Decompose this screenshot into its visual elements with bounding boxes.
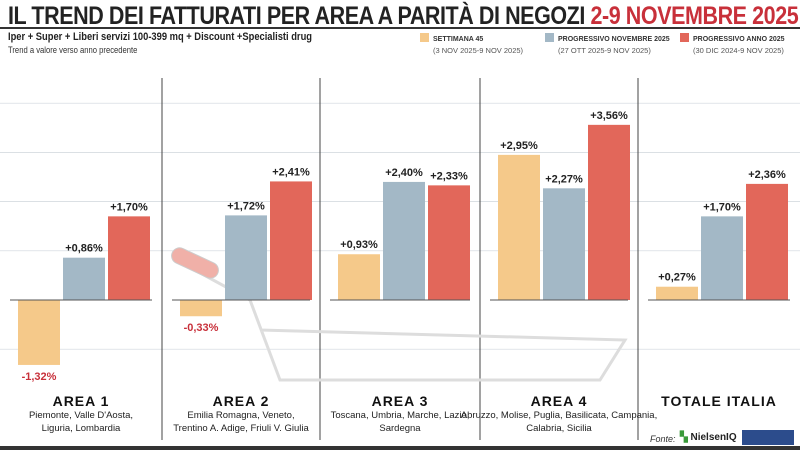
publisher-logo: [742, 430, 794, 445]
data-label: +1,72%: [227, 200, 265, 212]
page-title: IL TREND DEI FATTURATI PER AREA A PARITÀ…: [8, 2, 799, 30]
subtitle: Iper + Super + Liberi servizi 100-399 mq…: [8, 31, 312, 43]
legend-item-anno: PROGRESSIVO ANNO 2025 (30 DIC 2024-9 NOV …: [680, 33, 785, 55]
cart-handle-icon: [171, 247, 219, 279]
region-label: Trentino A. Adige, Friuli V. Giulia: [173, 423, 309, 434]
data-label: +3,56%: [590, 110, 628, 122]
bar-1-4: [498, 154, 540, 300]
region-label: Liguria, Lombardia: [42, 423, 121, 434]
bar-1-3: [338, 254, 380, 300]
data-label: +2,33%: [430, 170, 468, 182]
category-label: AREA 3: [372, 393, 429, 409]
data-label: +2,40%: [385, 167, 423, 179]
category-label: AREA 2: [213, 393, 270, 409]
region-label: Emilia Romagna, Veneto,: [187, 410, 294, 421]
category-label: AREA 1: [53, 393, 110, 409]
data-label: -1,32%: [22, 371, 57, 383]
note: Trend a valore verso anno precedente: [8, 45, 138, 55]
bar-1-1: [18, 300, 60, 365]
data-label: +0,93%: [340, 239, 378, 251]
data-label: +2,36%: [748, 169, 786, 181]
bar-2-3: [383, 181, 425, 300]
bar-1-5: [656, 286, 698, 300]
bar-3-5: [746, 183, 788, 300]
data-label: +1,70%: [703, 201, 741, 213]
legend-item-novembre: PROGRESSIVO NOVEMBRE 2025 (27 OTT 2025-9 …: [545, 33, 670, 55]
region-label: Calabria, Sicilia: [526, 423, 592, 434]
data-label: +2,95%: [500, 140, 538, 152]
source-label: Fonte:: [650, 434, 676, 444]
nielseniq-logo: ▚ NielsenIQ: [680, 432, 737, 443]
bar-2-5: [701, 216, 743, 300]
region-label: Piemonte, Valle D'Aosta,: [29, 410, 133, 421]
bar-2-2: [225, 215, 267, 300]
data-label: +2,27%: [545, 173, 583, 185]
legend-swatch: [545, 33, 554, 42]
legend-item-settimana: SETTIMANA 45 (3 NOV 2025-9 NOV 2025): [420, 33, 523, 55]
category-label: AREA 4: [531, 393, 588, 409]
region-label: Toscana, Umbria, Marche, Lazio,: [331, 410, 470, 421]
bottom-bar: [0, 446, 800, 450]
region-label: Sardegna: [379, 423, 421, 434]
data-label: +2,41%: [272, 166, 310, 178]
bar-2-4: [543, 188, 585, 300]
data-label: +0,27%: [658, 272, 696, 284]
bar-2-1: [63, 257, 105, 300]
legend-swatch: [680, 33, 689, 42]
category-label: TOTALE ITALIA: [661, 393, 777, 409]
region-label: Abruzzo, Molise, Puglia, Basilicata, Cam…: [461, 410, 657, 421]
data-label: +1,70%: [110, 201, 148, 213]
bar-3-3: [428, 185, 470, 300]
legend-swatch: [420, 33, 429, 42]
bar-3-1: [108, 216, 150, 300]
data-label: -0,33%: [184, 322, 219, 334]
bar-3-4: [588, 124, 630, 301]
bar-3-2: [270, 181, 312, 300]
bar-1-2: [180, 300, 222, 317]
data-label: +0,86%: [65, 243, 103, 255]
title-rule: [0, 27, 800, 29]
